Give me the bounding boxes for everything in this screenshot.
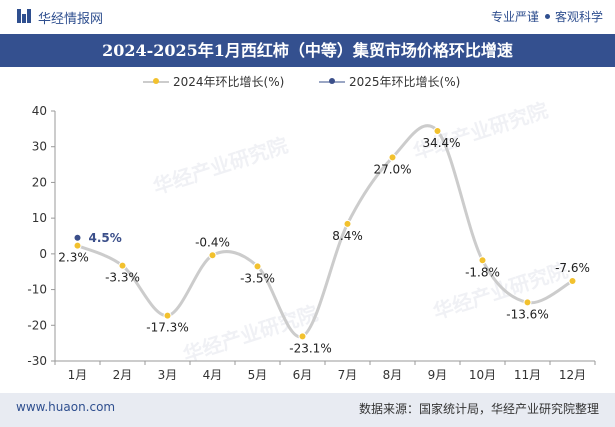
x-tick-label: 3月: [158, 368, 178, 382]
chart-title: 2024-2025年1月西红柿（中等）集贸市场价格环比增速: [102, 41, 513, 60]
point-2024: [208, 251, 217, 260]
top-bar: 华经情报网 专业严谨 客观科学: [0, 0, 615, 34]
legend-marker-2024: [153, 78, 159, 84]
data-label-2024: 8.4%: [332, 229, 363, 243]
point-2024: [343, 219, 352, 228]
data-label-2024: -3.5%: [240, 271, 275, 285]
data-label-2024: -0.4%: [195, 235, 230, 249]
title-bar: 2024-2025年1月西红柿（中等）集贸市场价格环比增速: [0, 34, 615, 67]
y-tick-label: -10: [27, 283, 47, 297]
point-2024: [118, 261, 127, 270]
data-label-2024: -23.1%: [289, 341, 331, 355]
point-2024: [73, 241, 82, 250]
site-url: www.huaon.com: [16, 400, 116, 414]
point-2024: [478, 256, 487, 265]
series-line-2024: [76, 124, 574, 339]
axes: 40 30 20 10 0 -10 -20 -30 1月 2月 3月 4月 5月 6月 7月 8月 9月 10月 1…: [27, 104, 596, 382]
point-2024: [253, 262, 262, 271]
data-label-2024: -17.3%: [146, 321, 188, 335]
point-2024: [433, 127, 442, 135]
series-2025: 4.5%: [73, 231, 122, 245]
legend: 2024年环比增长(%) 2025年环比增长(%): [0, 72, 615, 92]
x-tick-label: 10月: [469, 368, 496, 382]
legend-marker-2025: [329, 78, 335, 84]
y-tick-label: -20: [27, 318, 47, 332]
legend-label-2025: 2025年环比增长(%): [349, 75, 461, 89]
data-label-2024: -3.3%: [105, 271, 140, 285]
y-tick-label: 40: [32, 104, 47, 118]
y-tick-label: 30: [32, 140, 47, 154]
logo-icon: [17, 9, 31, 23]
y-tick-label: 20: [32, 175, 47, 189]
x-tick-label: 12月: [559, 368, 586, 382]
brand-name: 华经情报网: [38, 12, 104, 27]
point-2024: [163, 311, 172, 320]
data-label-2024: 27.0%: [373, 162, 411, 176]
series-2024: 2.3% -3.3% -17.3% -0.4% -3.5% -23.1% 8.4% 27.0%…: [58, 124, 590, 355]
data-label-2024: -1.8%: [465, 265, 500, 279]
y-tick-label: 10: [32, 211, 47, 225]
x-tick-label: 4月: [203, 368, 223, 382]
data-label-2024: -7.6%: [555, 261, 590, 275]
data-source: 数据来源：国家统计局，华经产业研究院整理: [358, 402, 599, 416]
point-2024: [568, 277, 577, 285]
data-label-2024: 34.4%: [422, 136, 460, 150]
x-tick-label: 2月: [113, 368, 133, 382]
point-2024: [388, 153, 397, 162]
x-tick-label: 6月: [293, 368, 313, 382]
x-tick-label: 5月: [248, 368, 268, 382]
data-label-2025: 4.5%: [89, 231, 122, 245]
point-2024: [298, 332, 307, 341]
data-label-2024: 2.3%: [58, 251, 89, 265]
tagline-1: 专业严谨: [490, 10, 539, 24]
x-tick-label: 1月: [68, 368, 88, 382]
footer: www.huaon.com 数据来源：国家统计局，华经产业研究院整理: [0, 393, 615, 427]
line-chart: 40 30 20 10 0 -10 -20 -30 1月 2月 3月 4月 5月 6月 7月 8月 9月 10月 1…: [27, 104, 596, 382]
y-tick-label: -30: [27, 354, 47, 368]
bullet-icon: [544, 14, 550, 19]
legend-label-2024: 2024年环比增长(%): [173, 75, 285, 89]
y-tick-label: 0: [39, 247, 47, 261]
data-label-2024: -13.6%: [506, 307, 548, 321]
tagline: 专业严谨 客观科学: [491, 8, 603, 25]
x-tick-label: 11月: [514, 368, 541, 382]
x-tick-label: 7月: [338, 368, 358, 382]
tagline-2: 客观科学: [554, 10, 603, 24]
point-2024: [523, 298, 532, 307]
x-tick-label: 8月: [383, 368, 403, 382]
x-tick-label: 9月: [428, 368, 448, 382]
point-2025: [73, 233, 82, 242]
